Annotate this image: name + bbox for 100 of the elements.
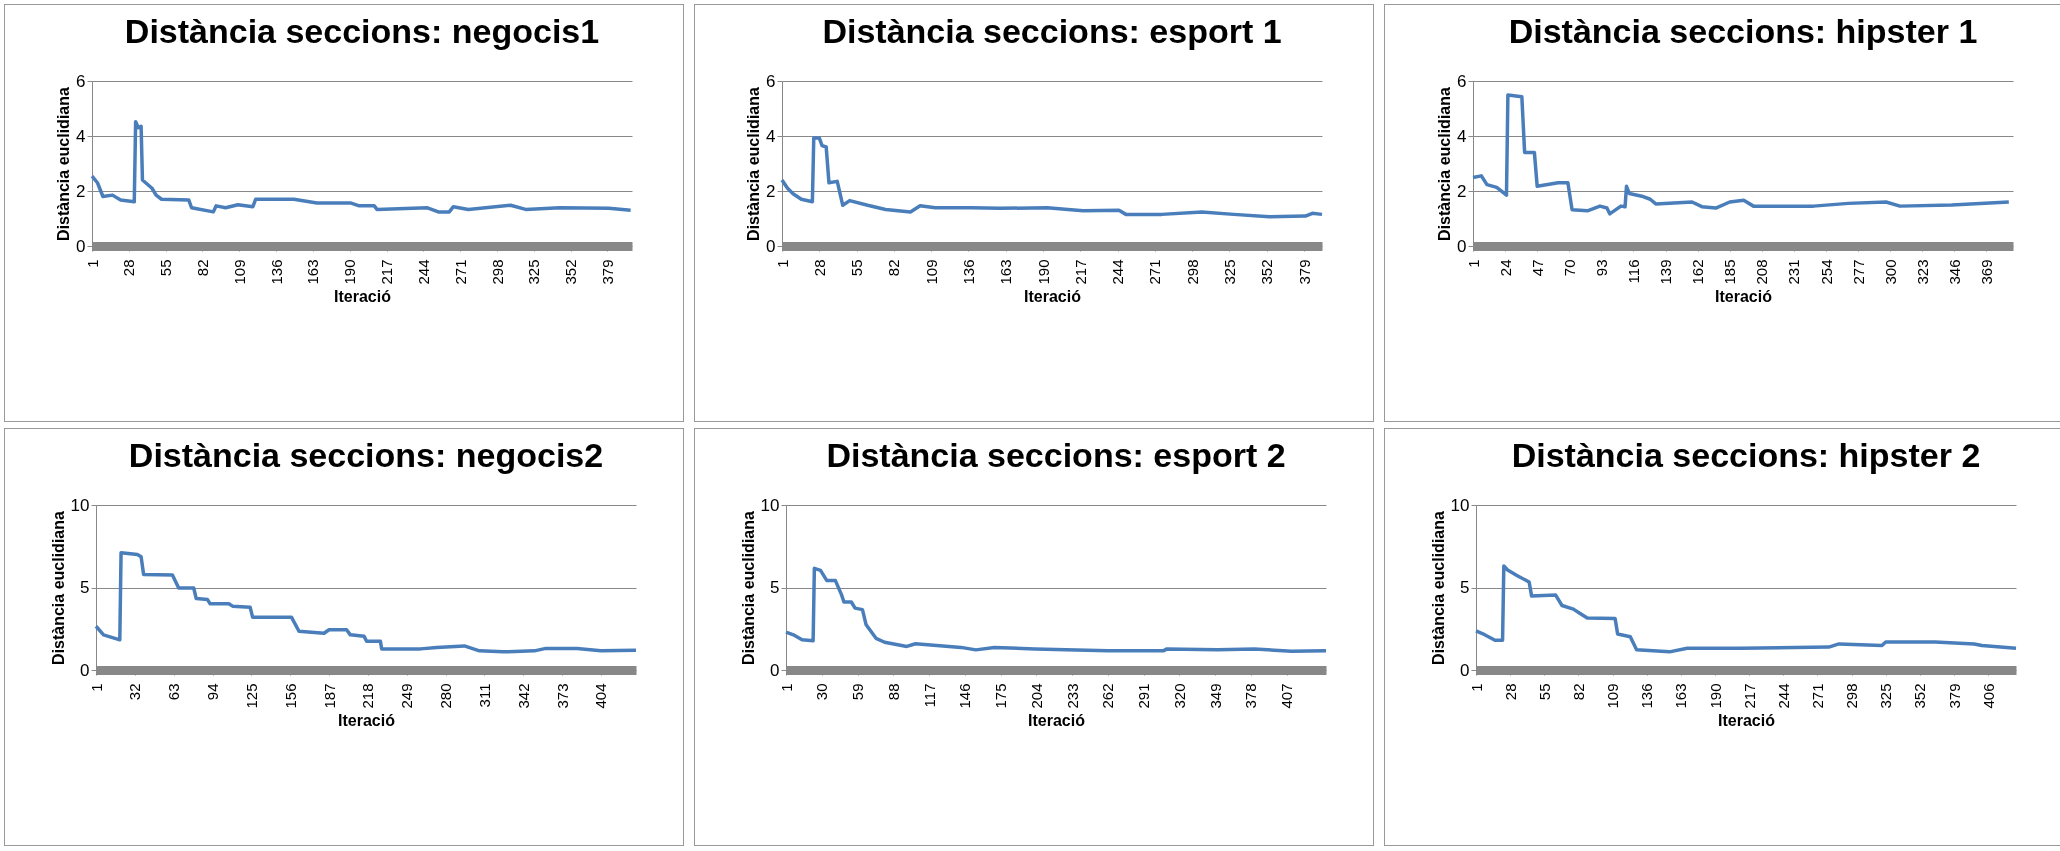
y-tick-label: 2: [765, 181, 775, 201]
x-tick-label: 190: [1034, 259, 1052, 285]
y-tick-label: 5: [1460, 578, 1470, 597]
x-tick-label: 346: [1945, 259, 1963, 285]
x-tick-label: 407: [1278, 683, 1296, 709]
line-series: [1474, 564, 2018, 654]
x-tick-label: 204: [1027, 683, 1045, 709]
x-tick-label: 175: [992, 683, 1010, 709]
x-tick-label: 163: [996, 259, 1014, 285]
x-tick-label: 28: [120, 259, 138, 277]
chart-title: Distància seccions: negocis1: [124, 12, 600, 50]
x-tick-label: 254: [1817, 259, 1835, 285]
x-tick-label: 190: [341, 259, 359, 285]
x-tick-label: 187: [320, 683, 338, 709]
y-tick-label: 10: [70, 495, 90, 515]
x-tick-label: 208: [1752, 259, 1770, 285]
x-tick-label: 231: [1784, 259, 1802, 285]
x-tick-label: 271: [451, 259, 469, 285]
x-tick-label: 271: [1808, 683, 1826, 709]
x-tick-label: 249: [398, 683, 416, 709]
x-tick-label: 271: [1145, 259, 1163, 285]
x-tick-label: 406: [1979, 683, 1997, 709]
x-tick-label: 1: [777, 683, 795, 692]
y-tick-label: 5: [770, 578, 780, 597]
x-axis-title: Iteració: [1023, 287, 1081, 305]
x-tick-label: 298: [1183, 259, 1201, 285]
x-tick-label: 325: [1220, 259, 1238, 285]
x-tick-label: 190: [1706, 683, 1724, 709]
x-tick-label: 298: [488, 259, 506, 285]
x-tick-label: 262: [1099, 683, 1117, 709]
x-tick-label: 369: [1977, 259, 1995, 285]
x-tick-label: 116: [1624, 259, 1642, 284]
x-tick-label: 277: [1849, 259, 1867, 285]
y-tick-label: 0: [76, 236, 86, 256]
y-tick-label: 0: [770, 660, 780, 680]
x-tick-label: 70: [1560, 259, 1578, 277]
x-tick-label: 342: [514, 683, 532, 709]
x-tick-label: 146: [956, 683, 974, 709]
y-axis-title: Distància euclidiana: [744, 86, 762, 241]
x-tick-label: 378: [1242, 683, 1260, 709]
x-tick-label: 352: [562, 259, 580, 285]
x-tick-label: 162: [1688, 259, 1706, 285]
y-axis-title: Distància euclidiana: [1435, 86, 1453, 241]
y-tick-label: 0: [1460, 660, 1470, 680]
x-tick-label: 136: [267, 259, 285, 285]
x-tick-label: 320: [1170, 683, 1188, 709]
x-tick-label: 218: [359, 683, 377, 709]
x-tick-label: 349: [1206, 683, 1224, 709]
y-axis-title: Distància euclidiana: [1429, 510, 1447, 665]
y-tick-label: 4: [76, 126, 86, 146]
y-axis-title: Distància euclidiana: [49, 510, 67, 665]
x-tick-label: 163: [304, 259, 322, 285]
line-series: [90, 119, 633, 214]
x-axis-title: Iteració: [1028, 711, 1086, 729]
x-tick-label: 352: [1257, 259, 1275, 285]
x-tick-label: 280: [437, 683, 455, 709]
x-tick-label: 156: [281, 683, 299, 709]
x-tick-label: 109: [230, 259, 248, 285]
x-tick-label: 82: [1569, 683, 1587, 701]
x-tick-label: 63: [165, 683, 183, 701]
x-tick-label: 94: [204, 683, 222, 701]
x-tick-label: 379: [1945, 683, 1963, 709]
x-axis-title: Iteració: [1714, 287, 1772, 305]
x-tick-label: 125: [242, 683, 260, 709]
x-tick-label: 47: [1528, 259, 1546, 277]
line-series: [779, 136, 1324, 219]
x-tick-label: 30: [813, 683, 831, 701]
line-series: [1470, 93, 2011, 216]
x-tick-label: 352: [1911, 683, 1929, 709]
x-tick-label: 82: [193, 259, 211, 277]
y-tick-label: 0: [80, 660, 90, 680]
y-tick-label: 6: [1456, 71, 1466, 91]
chart-title: Distància seccions: negocis2: [128, 436, 604, 474]
x-tick-label: 379: [598, 259, 616, 285]
x-tick-label: 82: [884, 259, 902, 277]
x-tick-label: 55: [1535, 683, 1553, 701]
chart-title: Distància seccions: hipster 1: [1508, 12, 1977, 50]
y-tick-label: 2: [1456, 181, 1466, 201]
y-tick-label: 5: [80, 578, 90, 597]
y-tick-label: 4: [765, 126, 775, 146]
x-tick-label: 55: [847, 259, 865, 277]
y-axis-title: Distància euclidiana: [55, 86, 73, 241]
y-tick-label: 10: [1450, 495, 1470, 515]
x-tick-label: 139: [1656, 259, 1674, 285]
x-tick-label: 217: [1071, 259, 1089, 285]
line-series: [784, 566, 1328, 654]
y-tick-label: 0: [1456, 236, 1466, 256]
x-tick-label: 291: [1135, 683, 1153, 709]
x-tick-label: 109: [922, 259, 940, 285]
x-tick-label: 185: [1720, 259, 1738, 285]
x-tick-label: 32: [126, 683, 144, 701]
x-tick-label: 88: [884, 683, 902, 701]
line-series: [94, 551, 638, 654]
x-tick-label: 1: [83, 259, 101, 268]
x-tick-label: 93: [1592, 259, 1610, 277]
x-tick-label: 28: [810, 259, 828, 277]
x-tick-label: 163: [1672, 683, 1690, 709]
x-tick-label: 323: [1913, 259, 1931, 285]
x-axis-title: Iteració: [338, 711, 396, 729]
x-tick-label: 373: [553, 683, 571, 709]
